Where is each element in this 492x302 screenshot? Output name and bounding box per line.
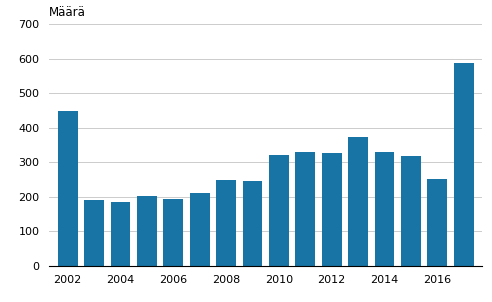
- Bar: [348, 137, 368, 266]
- Bar: [454, 63, 474, 266]
- Bar: [243, 181, 262, 266]
- Text: Määrä: Määrä: [49, 6, 86, 19]
- Bar: [84, 200, 104, 266]
- Bar: [401, 156, 421, 266]
- Bar: [58, 111, 78, 266]
- Bar: [295, 152, 315, 266]
- Bar: [137, 196, 157, 266]
- Bar: [322, 153, 341, 266]
- Bar: [216, 180, 236, 266]
- Bar: [269, 155, 289, 266]
- Bar: [428, 179, 447, 266]
- Bar: [111, 201, 130, 266]
- Bar: [190, 193, 210, 266]
- Bar: [374, 152, 395, 266]
- Bar: [163, 199, 183, 266]
